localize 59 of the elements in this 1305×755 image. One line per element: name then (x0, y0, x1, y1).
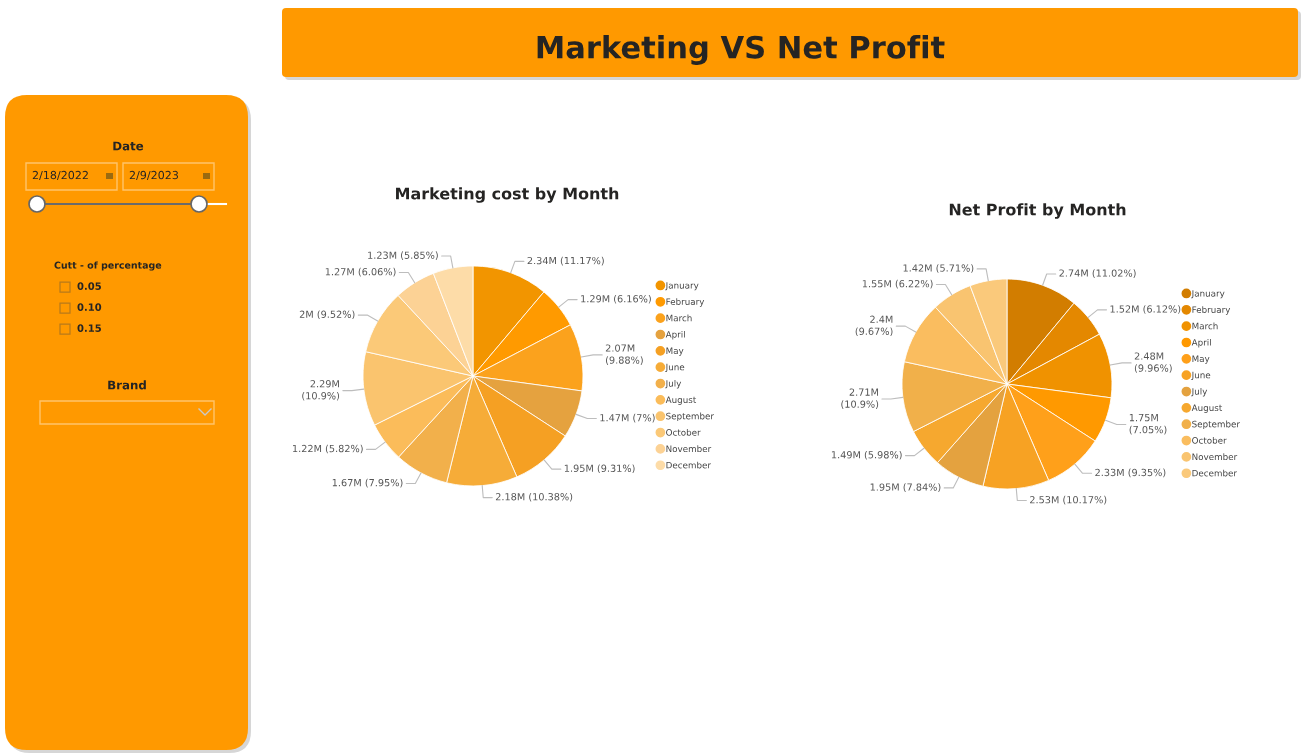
text: 0.10 (77, 303, 102, 311)
legend-label: September (1192, 420, 1240, 430)
legend-label: March (666, 314, 692, 322)
legend-label: August (1191, 404, 1223, 413)
legend-label: June (665, 363, 685, 372)
legend-label: August (665, 396, 697, 405)
data-label: 2.74M (11.02%) (1059, 269, 1136, 278)
legend-label: July (665, 379, 682, 389)
data-label: 1.55M (6.22%) (862, 279, 933, 289)
text: 0.15 (77, 324, 101, 332)
text: Marketing VS Net Profit (537, 35, 945, 65)
text: Date (113, 141, 144, 151)
legend-label: December (666, 461, 712, 469)
legend-label: July (1191, 387, 1208, 397)
legend-label: April (665, 330, 685, 340)
legend-label: November (666, 445, 712, 453)
text: 2/9/2023 (129, 170, 179, 181)
legend-label: October (1192, 436, 1227, 444)
legend-label: February (1192, 306, 1231, 315)
legend-label: January (1191, 290, 1225, 299)
data-label: 2.29M (10.9%) (302, 380, 340, 401)
data-label: 1.22M (5.82%) (293, 444, 363, 454)
chart-title: Marketing cost by Month (396, 187, 619, 203)
text: Brand (108, 380, 146, 390)
data-label: 1.95M (9.31%) (564, 464, 635, 474)
chart-title: Net Profit by Month (949, 203, 1126, 219)
data-label: 1.27M (6.06%) (325, 267, 396, 277)
legend-label: April (1191, 338, 1211, 348)
legend-label: June (1191, 371, 1211, 380)
legend-label: February (666, 298, 705, 307)
legend-label: September (666, 412, 714, 422)
legend-label: May (666, 347, 684, 356)
data-label: 1.52M (6.12%) (1110, 305, 1181, 314)
text: 0.05 (77, 282, 101, 290)
data-label: 2.4M (9.67%) (855, 315, 893, 337)
data-label: 1.42M (5.71%) (903, 264, 974, 273)
data-label: 2.33M (9.35%) (1095, 468, 1166, 478)
data-label: 2.71M (10.9%) (841, 388, 879, 409)
data-label: 1.95M (7.84%) (870, 483, 941, 492)
data-label: 2.53M (10.17%) (1030, 495, 1107, 505)
data-label: 2M (9.52%) (299, 310, 355, 320)
legend-label: December (1192, 469, 1238, 477)
legend-label: January (665, 282, 699, 291)
legend-label: October (666, 428, 701, 436)
data-label: 1.67M (7.95%) (332, 478, 403, 488)
text: 2/18/2022 (32, 170, 88, 181)
data-label: 2.07M (9.88%) (605, 344, 643, 365)
data-label: 1.75M (7.05%) (1129, 414, 1167, 435)
data-label: 2.18M (10.38%) (495, 492, 573, 502)
data-label: 1.49M (5.98%) (831, 450, 902, 460)
data-label: 2.34M (11.17%) (527, 256, 604, 266)
data-label: 1.47M (7%) (600, 413, 655, 423)
legend-label: November (1192, 453, 1238, 461)
legend-label: May (1192, 355, 1210, 364)
data-label: 2.48M (9.96%) (1134, 352, 1172, 373)
legend-label: March (1192, 322, 1218, 330)
data-label: 1.23M (5.85%) (368, 251, 438, 261)
text: Cutt - of percentage (54, 261, 162, 271)
data-label: 1.29M (6.16%) (581, 294, 651, 304)
